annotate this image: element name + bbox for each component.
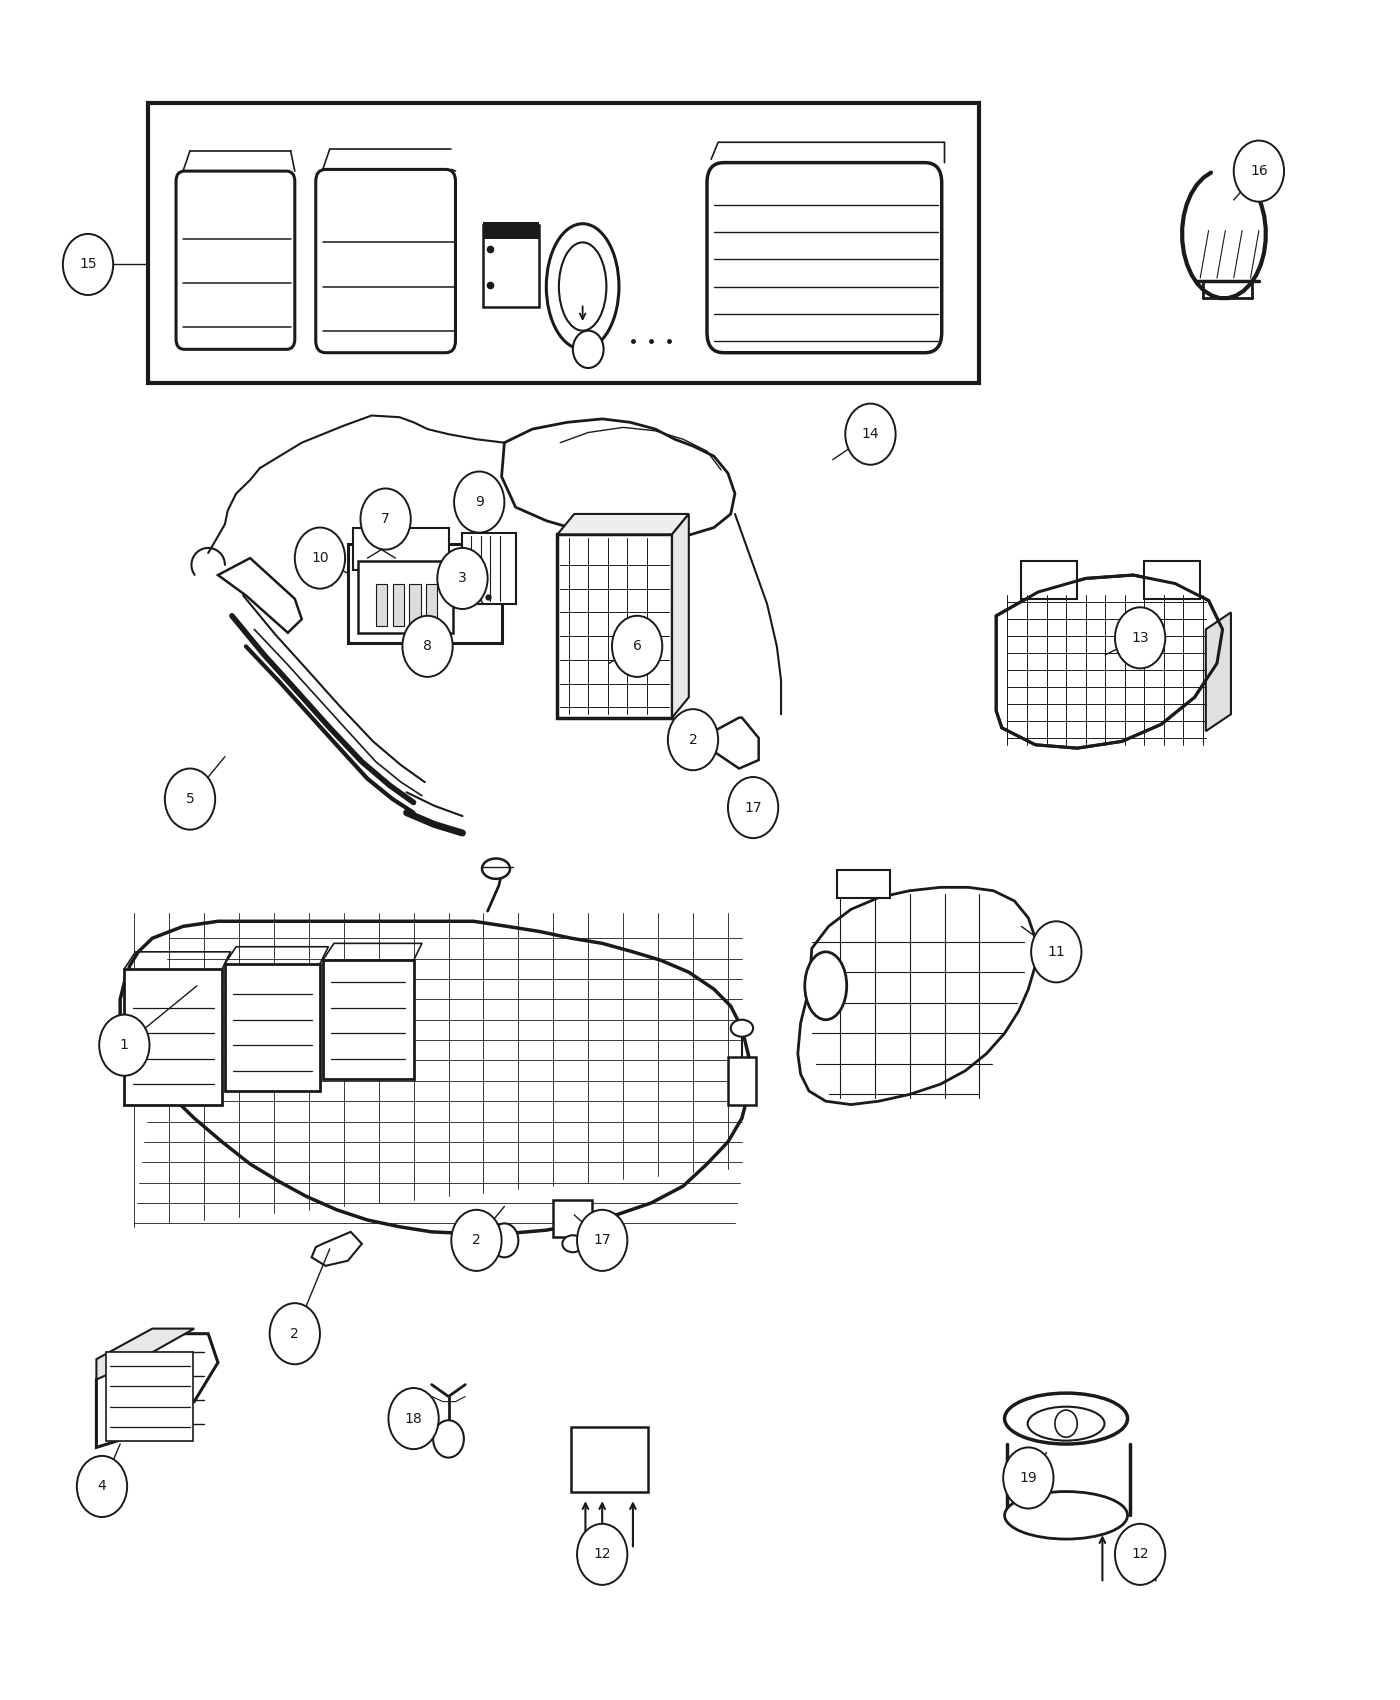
Circle shape [63,235,113,296]
Polygon shape [312,1232,361,1266]
Bar [392,583,403,626]
Circle shape [437,547,487,609]
Circle shape [577,1210,627,1272]
FancyBboxPatch shape [707,163,942,352]
Text: 13: 13 [1131,631,1149,644]
Circle shape [270,1304,321,1365]
Circle shape [1032,921,1081,983]
Text: 12: 12 [1131,1547,1149,1561]
Text: 8: 8 [423,639,433,653]
Polygon shape [997,575,1222,748]
Circle shape [1233,141,1284,202]
Bar [837,870,890,898]
Circle shape [1004,1447,1053,1508]
Text: 2: 2 [290,1326,300,1341]
Circle shape [1054,1409,1077,1436]
Ellipse shape [731,1020,753,1037]
Circle shape [612,615,662,677]
Circle shape [577,1523,627,1584]
Circle shape [454,471,504,532]
Text: 18: 18 [405,1411,423,1426]
Polygon shape [218,558,302,632]
Text: 16: 16 [1250,165,1268,178]
Circle shape [728,777,778,838]
Text: 17: 17 [594,1234,610,1248]
Circle shape [451,1210,501,1272]
Bar [1144,561,1200,598]
Text: 2: 2 [472,1234,480,1248]
Bar [553,1200,592,1238]
Bar [409,583,420,626]
Polygon shape [97,1334,218,1447]
Circle shape [295,527,346,588]
Text: 9: 9 [475,495,483,508]
Bar [1008,1416,1130,1515]
Circle shape [668,709,718,770]
Text: 1: 1 [120,1039,129,1052]
Bar [323,960,413,1080]
Circle shape [1114,1523,1165,1584]
Polygon shape [714,717,759,768]
FancyBboxPatch shape [176,172,295,348]
Polygon shape [798,887,1036,1105]
Circle shape [99,1015,150,1076]
Ellipse shape [805,952,847,1020]
Circle shape [1114,607,1165,668]
Bar [357,561,452,632]
Ellipse shape [546,224,619,348]
Text: 10: 10 [311,551,329,564]
Text: 14: 14 [861,427,879,442]
Bar [462,532,515,604]
Bar [557,534,672,717]
Polygon shape [97,1329,195,1379]
Text: 17: 17 [745,801,762,814]
Bar [571,1426,648,1491]
Circle shape [490,1224,518,1258]
Bar [148,104,980,382]
Bar [349,544,501,643]
Text: 6: 6 [633,639,641,653]
Ellipse shape [1005,1392,1127,1443]
Circle shape [165,768,216,830]
Ellipse shape [1028,1406,1105,1440]
Bar [483,226,539,308]
Circle shape [402,615,452,677]
Bar [225,964,321,1091]
Bar [728,1057,756,1105]
Circle shape [360,488,410,549]
Polygon shape [501,418,735,537]
Ellipse shape [482,858,510,879]
Polygon shape [672,513,689,717]
Ellipse shape [1005,1491,1127,1539]
Bar [353,527,448,570]
Ellipse shape [559,243,606,332]
Ellipse shape [563,1236,584,1253]
Bar [106,1353,193,1440]
Text: 3: 3 [458,571,466,585]
Text: 2: 2 [689,733,697,746]
Circle shape [433,1420,463,1457]
Polygon shape [557,513,689,534]
Text: 15: 15 [80,257,97,272]
Text: 4: 4 [98,1479,106,1494]
Bar [426,583,437,626]
Polygon shape [120,921,749,1234]
Circle shape [388,1387,438,1448]
Text: 12: 12 [594,1547,610,1561]
Bar [125,969,223,1105]
Circle shape [573,330,603,367]
Text: 7: 7 [381,512,391,525]
Bar [1022,561,1077,598]
FancyBboxPatch shape [316,170,455,352]
Bar [483,223,539,240]
Circle shape [77,1455,127,1516]
Text: 19: 19 [1019,1470,1037,1486]
Circle shape [846,403,896,464]
Text: 5: 5 [186,792,195,806]
Text: 11: 11 [1047,945,1065,959]
Polygon shape [1205,612,1231,731]
Bar [375,583,386,626]
